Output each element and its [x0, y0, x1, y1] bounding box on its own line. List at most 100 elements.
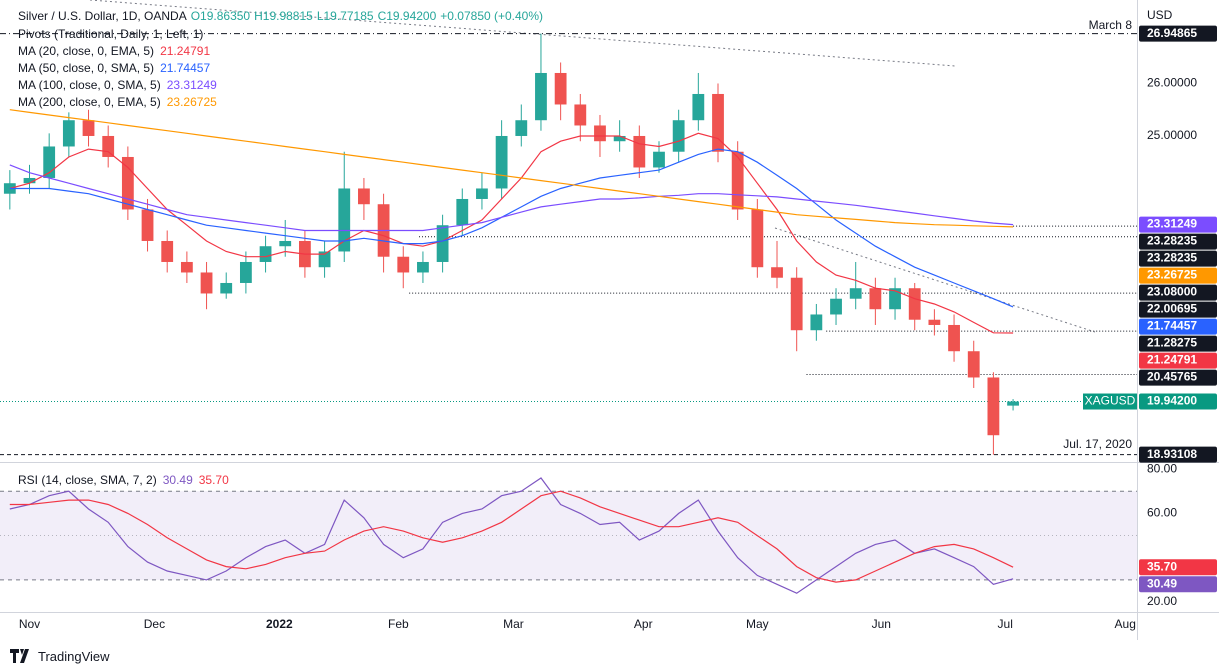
price-tag: [1139, 267, 1217, 284]
candle-body: [476, 188, 488, 199]
candle-body: [771, 267, 783, 278]
price-tag-label: 19.94200: [1147, 394, 1197, 408]
x-tick-label: 2022: [266, 617, 293, 631]
candle-body: [239, 261, 252, 283]
price-tag-label: 21.74457: [1147, 319, 1197, 333]
candle-body: [987, 377, 1000, 436]
candle-body: [102, 135, 115, 157]
price-tag-label: 26.94865: [1147, 26, 1197, 40]
rsi-legend-name: RSI (14, close, SMA, 7, 2): [18, 473, 157, 487]
price-tag: [1139, 446, 1217, 463]
price-tag: [1139, 216, 1217, 233]
footer: TradingView: [10, 646, 110, 666]
ma-legend: MA (100, close, 0, SMA, 5) 23.31249: [18, 78, 217, 92]
ma-legend-value: 21.24791: [160, 44, 210, 58]
ma-legend: MA (20, close, 0, EMA, 5) 21.24791: [18, 44, 210, 58]
price-tag-label: 23.26725: [1147, 268, 1197, 282]
price-tag: [1139, 250, 1217, 267]
candle-body: [161, 240, 174, 262]
candle-body: [358, 188, 370, 205]
price-tag-label: 23.08000: [1147, 285, 1197, 299]
annotation: March 8: [1089, 18, 1133, 32]
candle-body: [62, 120, 75, 147]
rsi-tick-label: 60.00: [1147, 506, 1177, 520]
candle-body: [731, 151, 744, 210]
price-tag: [1139, 318, 1217, 335]
unit-label: USD: [1147, 8, 1173, 22]
footer-brand: TradingView: [38, 648, 110, 664]
candle-body: [121, 156, 134, 210]
symbol-title: Silver / U.S. Dollar, 1D, OANDA: [18, 9, 187, 23]
ma-legend-name: MA (200, close, 0, EMA, 5): [18, 95, 161, 109]
x-tick-label: Jul: [998, 617, 1013, 631]
candle-body: [23, 177, 36, 184]
candle-body: [338, 188, 351, 252]
x-tick-label: May: [746, 617, 769, 631]
chart: USD March 8 Jul. 17, 2020 26.00000 25.000…: [0, 0, 1219, 640]
price-tag-label: 20.45765: [1147, 370, 1197, 384]
indicator-line: [9, 109, 1014, 228]
price-tag: [1139, 369, 1217, 386]
indicator-line: [9, 490, 1014, 583]
candle-body: [220, 282, 233, 294]
y-tick-label: 25.00000: [1147, 128, 1197, 142]
ma-legend-value: 23.26725: [167, 95, 217, 109]
candle-body: [495, 135, 508, 189]
y-tick-label: 26.00000: [1147, 76, 1197, 90]
candle-body: [535, 72, 547, 121]
logo: [10, 649, 29, 663]
x-tick-label: Nov: [19, 617, 40, 631]
price-tag: [1139, 576, 1217, 593]
candle-body: [318, 251, 331, 268]
ma-legend-value: 21.74457: [160, 61, 210, 75]
candle-body: [279, 240, 292, 247]
candle-body: [180, 261, 193, 273]
x-tick-label: Dec: [144, 617, 165, 631]
candle-body: [417, 261, 429, 273]
ohlc-value: H19.98815: [254, 9, 313, 23]
ma-legend-name: MA (20, close, 0, EMA, 5): [18, 44, 154, 58]
candle-body: [712, 93, 724, 152]
ma-legend: MA (50, close, 0, SMA, 5) 21.74457: [18, 61, 210, 75]
candle-body: [259, 246, 272, 262]
rsi-legend: RSI (14, close, SMA, 7, 2) 30.49 35.70: [18, 473, 229, 487]
indicator-line: [9, 164, 1014, 232]
change-value: +0.07850 (+0.40%): [440, 9, 543, 23]
price-tag-label: 23.28235: [1147, 251, 1197, 265]
x-tick-label: Feb: [388, 617, 409, 631]
symbol-tag-label: XAGUSD: [1085, 394, 1136, 408]
candle-body: [869, 288, 882, 310]
price-tag-label: 23.31249: [1147, 217, 1197, 231]
ohlc-value: L19.77185: [317, 9, 374, 23]
ma-legend-name: MA (100, close, 0, SMA, 5): [18, 78, 161, 92]
candle-body: [456, 198, 469, 226]
candle-body: [928, 319, 941, 325]
rsi-legend-value: 35.70: [199, 473, 229, 487]
ma-legend: MA (200, close, 0, EMA, 5) 23.26725: [18, 95, 217, 109]
candle-body: [908, 288, 921, 320]
candle-body: [751, 209, 764, 268]
price-tag-label: 18.93108: [1147, 447, 1197, 461]
candle-body: [830, 298, 842, 315]
price-tag-label: 23.28235: [1147, 234, 1197, 248]
candle-body: [574, 104, 587, 126]
pivot-legend: Pivots (Traditional, Daily, 1, Left, 1): [18, 27, 203, 41]
price-tag: [1139, 284, 1217, 301]
rsi-tick-label: 80.00: [1147, 461, 1177, 475]
symbol-tag: [1083, 393, 1137, 410]
candle-body: [849, 288, 862, 299]
candle-body: [141, 209, 154, 241]
candle-body: [790, 277, 803, 331]
rsi-legend-value: 30.49: [163, 473, 193, 487]
price-tag-label: 21.24791: [1147, 353, 1197, 367]
header-legend: Silver / U.S. Dollar, 1D, OANDA O19.86350…: [18, 9, 543, 23]
x-tick-label: Mar: [503, 617, 524, 631]
candle-body: [633, 135, 646, 168]
candle-body: [967, 351, 980, 378]
price-tag-label: 35.70: [1147, 559, 1177, 573]
candle-body: [82, 120, 95, 136]
price-tag: [1139, 25, 1217, 42]
candle-body: [810, 314, 823, 331]
candle-body: [436, 225, 449, 262]
